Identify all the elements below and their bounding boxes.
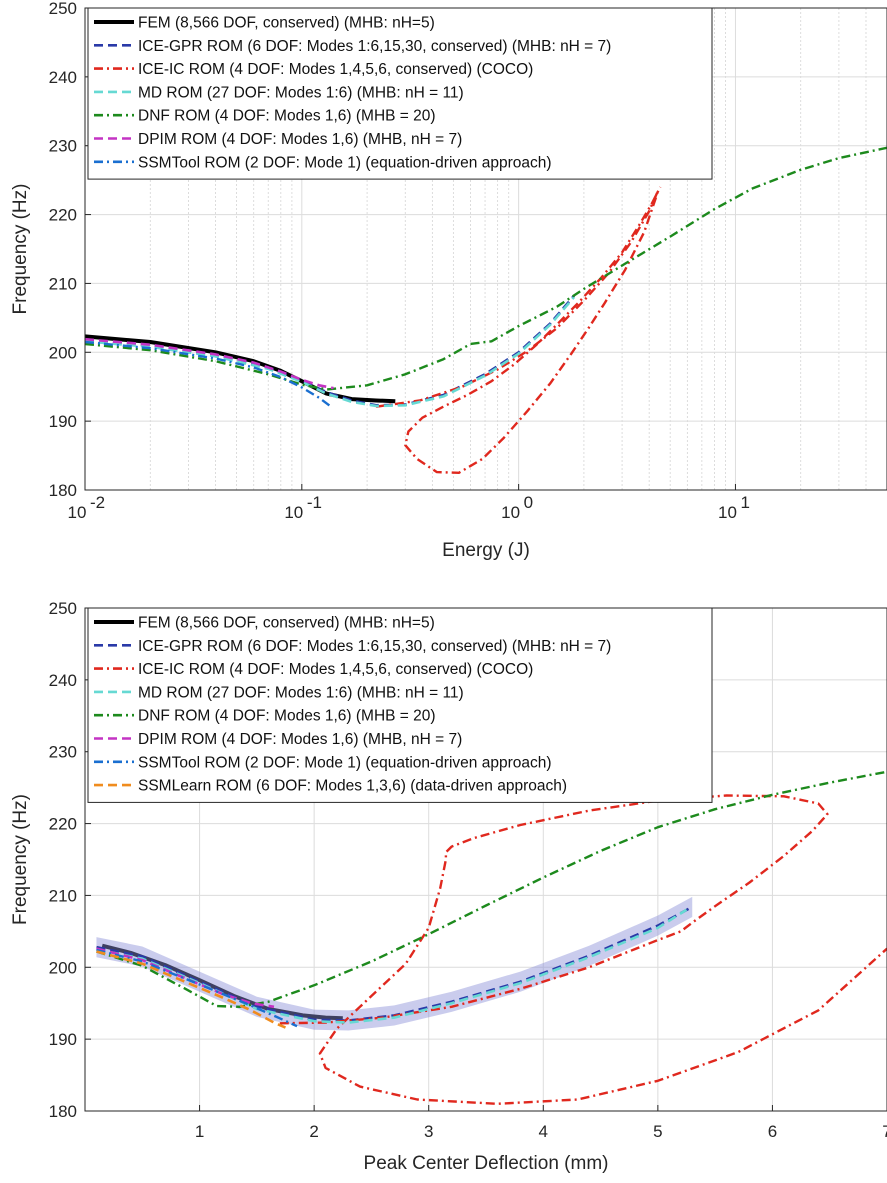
y-tick-label: 250 <box>49 0 77 18</box>
x-tick-exponent: -1 <box>307 493 322 512</box>
legend-entry: FEM (8,566 DOF, conserved) (MHB: nH=5) <box>138 615 435 632</box>
series-ice-ic-line <box>279 794 887 1106</box>
legend-entry: DNF ROM (4 DOF: Modes 1,6) (MHB = 20) <box>138 108 436 125</box>
series-ice-gpr-band <box>96 896 693 1031</box>
y-tick-label: 210 <box>49 886 77 905</box>
legend-entry: DPIM ROM (4 DOF: Modes 1,6) (MHB, nH = 7… <box>138 131 462 148</box>
y-tick-label: 200 <box>49 343 77 362</box>
x-tick-label: 10 <box>68 503 87 522</box>
y-tick-label: 190 <box>49 1030 77 1049</box>
x-tick-exponent: 1 <box>740 493 749 512</box>
y-tick-label: 210 <box>49 274 77 293</box>
x-tick-label: 3 <box>424 1122 433 1141</box>
legend-entry: SSMTool ROM (2 DOF: Mode 1) (equation-dr… <box>138 154 552 171</box>
y-tick-label: 230 <box>49 743 77 762</box>
x-tick-exponent: 0 <box>524 493 533 512</box>
series-ssmlearn-line <box>96 950 287 1029</box>
legend-entry: ICE-GPR ROM (6 DOF: Modes 1:6,15,30, con… <box>138 638 611 655</box>
series-group <box>96 770 887 1106</box>
y-tick-label: 230 <box>49 137 77 156</box>
y-tick-label: 220 <box>49 815 77 834</box>
legend-entry: DNF ROM (4 DOF: Modes 1,6) (MHB = 20) <box>138 708 436 725</box>
x-tick-label: 10 <box>284 503 303 522</box>
legend-entry: ICE-IC ROM (4 DOF: Modes 1,4,5,6, conser… <box>138 661 533 678</box>
x-tick-label: 2 <box>309 1122 318 1141</box>
x-tick-exponent: -2 <box>90 493 105 512</box>
y-axis-label: Frequency (Hz) <box>10 184 31 315</box>
x-tick-label: 5 <box>653 1122 662 1141</box>
legend-entry: MD ROM (27 DOF: Modes 1:6) (MHB: nH = 11… <box>138 684 464 701</box>
series-ice-gpr-line <box>96 905 693 1022</box>
legend-entry: ICE-IC ROM (4 DOF: Modes 1,4,5,6, conser… <box>138 61 533 78</box>
y-axis-label: Frequency (Hz) <box>10 794 31 925</box>
y-tick-label: 200 <box>49 958 77 977</box>
y-tick-label: 180 <box>49 481 77 500</box>
legend-entry: SSMLearn ROM (6 DOF: Modes 1,3,6) (data-… <box>138 778 567 795</box>
series-group <box>85 146 887 474</box>
x-tick-label: 10 <box>501 503 520 522</box>
y-tick-label: 240 <box>49 68 77 87</box>
chart-1: 18019020021022023024025010-210-1100101En… <box>10 0 887 561</box>
y-tick-label: 190 <box>49 412 77 431</box>
chart-2: 180 190 200 210 220 230 240 250 1 2 3 4 5 6 7 Peak Cent… <box>10 599 887 1174</box>
series-ice-ic-line <box>375 186 662 474</box>
legend-entry: ICE-GPR ROM (6 DOF: Modes 1:6,15,30, con… <box>138 38 611 55</box>
legend-box <box>87 607 713 803</box>
series-ssmtool-line <box>85 340 331 407</box>
x-tick-label: 4 <box>539 1122 548 1141</box>
y-tick-label: 220 <box>49 206 77 225</box>
y-tick-label: 180 <box>49 1102 77 1121</box>
x-tick-label: 1 <box>195 1122 204 1141</box>
legend-entry: FEM (8,566 DOF, conserved) (MHB: nH=5) <box>138 15 435 32</box>
x-tick-label: 7 <box>882 1122 887 1141</box>
series-ssmtool-line <box>96 948 298 1028</box>
legend: FEM (8,566 DOF, conserved) (MHB: nH=5) IC… <box>87 7 713 180</box>
y-tick-label: 240 <box>49 671 77 690</box>
x-axis-label: Peak Center Deflection (mm) <box>364 1153 609 1174</box>
series-dnf-line <box>96 770 887 1008</box>
legend-entry: SSMTool ROM (2 DOF: Mode 1) (equation-dr… <box>138 754 552 771</box>
x-axis-label: Energy (J) <box>442 540 530 561</box>
series-dpim-line <box>85 337 334 390</box>
legend: FEM (8,566 DOF, conserved) (MHB: nH=5) IC… <box>87 607 713 803</box>
legend-box <box>87 7 713 180</box>
series-md-line <box>85 296 575 408</box>
legend-entry: DPIM ROM (4 DOF: Modes 1,6) (MHB, nH = 7… <box>138 731 462 748</box>
y-tick-label: 250 <box>49 599 77 618</box>
x-tick-label: 10 <box>718 503 737 522</box>
legend-entry: MD ROM (27 DOF: Modes 1:6) (MHB: nH = 11… <box>138 84 464 101</box>
x-tick-label: 6 <box>768 1122 777 1141</box>
